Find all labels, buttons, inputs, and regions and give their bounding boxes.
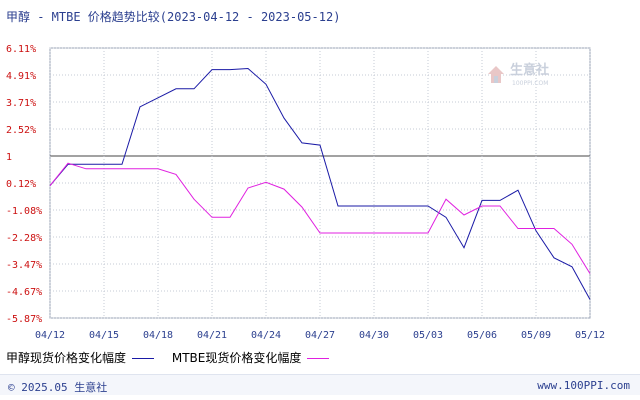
series-lines (49, 67, 591, 300)
y-tick-label: -1.08% (6, 206, 42, 217)
legend: 甲醇现货价格变化幅度 MTBE现货价格变化幅度 (6, 349, 343, 366)
y-tick-label: -3.47% (6, 260, 42, 271)
x-tick-label: 05/06 (467, 330, 497, 341)
x-tick-label: 04/21 (197, 330, 227, 341)
x-tick-label: 04/15 (89, 330, 119, 341)
legend-item-series-1: 甲醇现货价格变化幅度 (6, 349, 155, 366)
x-tick-label: 04/27 (305, 330, 335, 341)
y-tick-label: 0.12% (6, 179, 36, 190)
y-tick-label: 6.11% (6, 44, 36, 55)
x-tick-label: 05/12 (575, 330, 605, 341)
legend-swatch-series-2 (307, 358, 330, 359)
legend-label-series-1: 甲醇现货价格变化幅度 (6, 351, 127, 365)
copyright-text: © 2025.05 生意社 (8, 381, 108, 394)
x-tick-label: 04/12 (35, 330, 65, 341)
y-tick-label: -2.28% (6, 233, 42, 244)
x-tick-label: 04/24 (251, 330, 281, 341)
watermark-domain: 100PPI.COM (512, 80, 548, 87)
y-tick-label: 2.52% (6, 125, 36, 136)
x-tick-label: 04/30 (359, 330, 389, 341)
y-tick-label: 4.91% (6, 71, 36, 82)
series-line-2 (49, 162, 591, 274)
grid (49, 47, 591, 319)
x-tick-label: 05/03 (413, 330, 443, 341)
watermark-name: 生意社 (510, 62, 549, 78)
watermark-logo: 生意社 100PPI.COM (488, 62, 549, 87)
x-tick-label: 05/09 (521, 330, 551, 341)
y-tick-label: -4.67% (6, 287, 42, 298)
series-line-1 (49, 67, 591, 300)
site-link[interactable]: www.100PPI.com (537, 379, 630, 392)
legend-label-series-2: MTBE现货价格变化幅度 (171, 351, 302, 365)
y-tick-label: -5.87% (6, 314, 42, 325)
x-tick-label: 04/18 (143, 330, 173, 341)
y-tick-label: 1 (6, 152, 12, 163)
house-icon (488, 66, 504, 83)
legend-item-series-2: MTBE现货价格变化幅度 (172, 349, 330, 366)
x-axis: 04/12 04/15 04/18 04/21 04/24 04/27 04/30 05/03… (35, 330, 605, 341)
y-axis: 6.11% 4.91% 3.71% 2.52% 1 0.12% -1.08% -2.28% -3… (6, 44, 42, 325)
y-tick-label: 3.71% (6, 98, 36, 109)
footer: © 2025.05 生意社 www.100PPI.com (0, 374, 640, 395)
legend-swatch-series-1 (132, 358, 155, 359)
chart-title: 甲醇 - MTBE 价格趋势比较(2023-04-12 - 2023-05-12… (6, 10, 341, 24)
